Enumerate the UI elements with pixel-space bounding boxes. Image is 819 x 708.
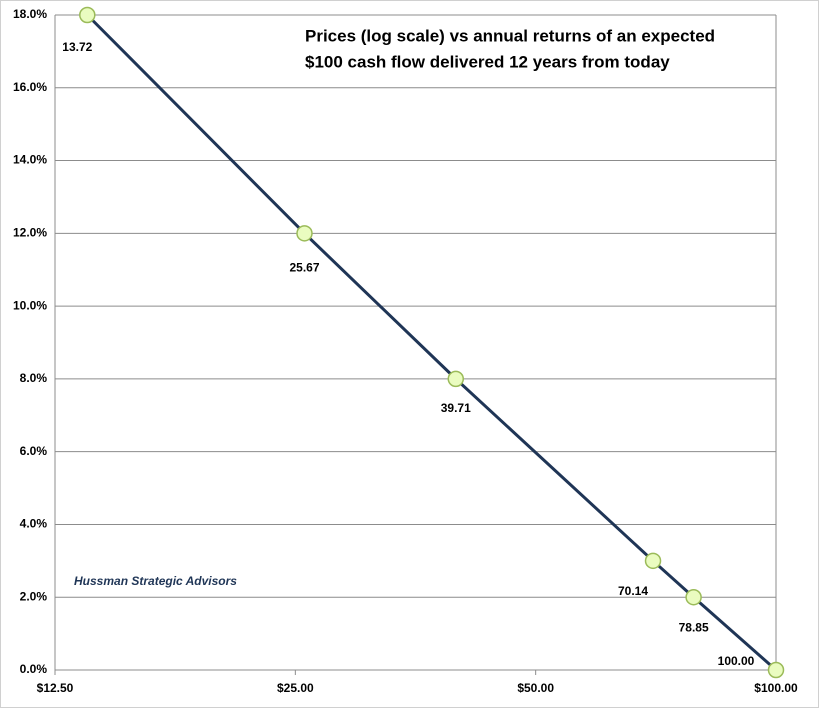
point (644, 552, 662, 570)
point (767, 661, 785, 679)
y-tick-label: 4.0% (20, 517, 48, 531)
data-label: 13.72 (62, 40, 92, 54)
data-label: 70.14 (618, 584, 648, 598)
y-tick-label: 16.0% (13, 80, 47, 94)
chart-title: $100 cash flow delivered 12 years from t… (305, 52, 670, 71)
y-tick-label: 10.0% (13, 298, 47, 312)
y-tick-label: 6.0% (20, 444, 48, 458)
y-tick-label: 12.0% (13, 226, 47, 240)
point (685, 588, 702, 606)
y-tick-label: 14.0% (13, 153, 47, 167)
data-line (86, 13, 777, 672)
chart-title: Prices (log scale) vs annual returns of … (305, 26, 715, 45)
annotation: Hussman Strategic Advisors (74, 574, 237, 588)
data-label: 25.67 (289, 261, 319, 275)
point (447, 370, 465, 388)
x-tick-label: $100.00 (754, 681, 798, 695)
point (79, 6, 96, 24)
x-tick-label: $12.50 (37, 681, 74, 695)
y-tick-label: 18.0% (13, 7, 47, 21)
y-tick-label: 2.0% (20, 589, 48, 603)
data-label: 78.85 (679, 620, 709, 634)
data-label: 100.00 (718, 654, 755, 668)
y-tick-label: 0.0% (20, 662, 48, 676)
x-tick-label: $50.00 (517, 681, 554, 695)
point (296, 225, 313, 242)
data-label: 39.71 (441, 401, 471, 415)
x-tick-label: $25.00 (277, 681, 314, 695)
y-tick-label: 8.0% (20, 371, 48, 385)
